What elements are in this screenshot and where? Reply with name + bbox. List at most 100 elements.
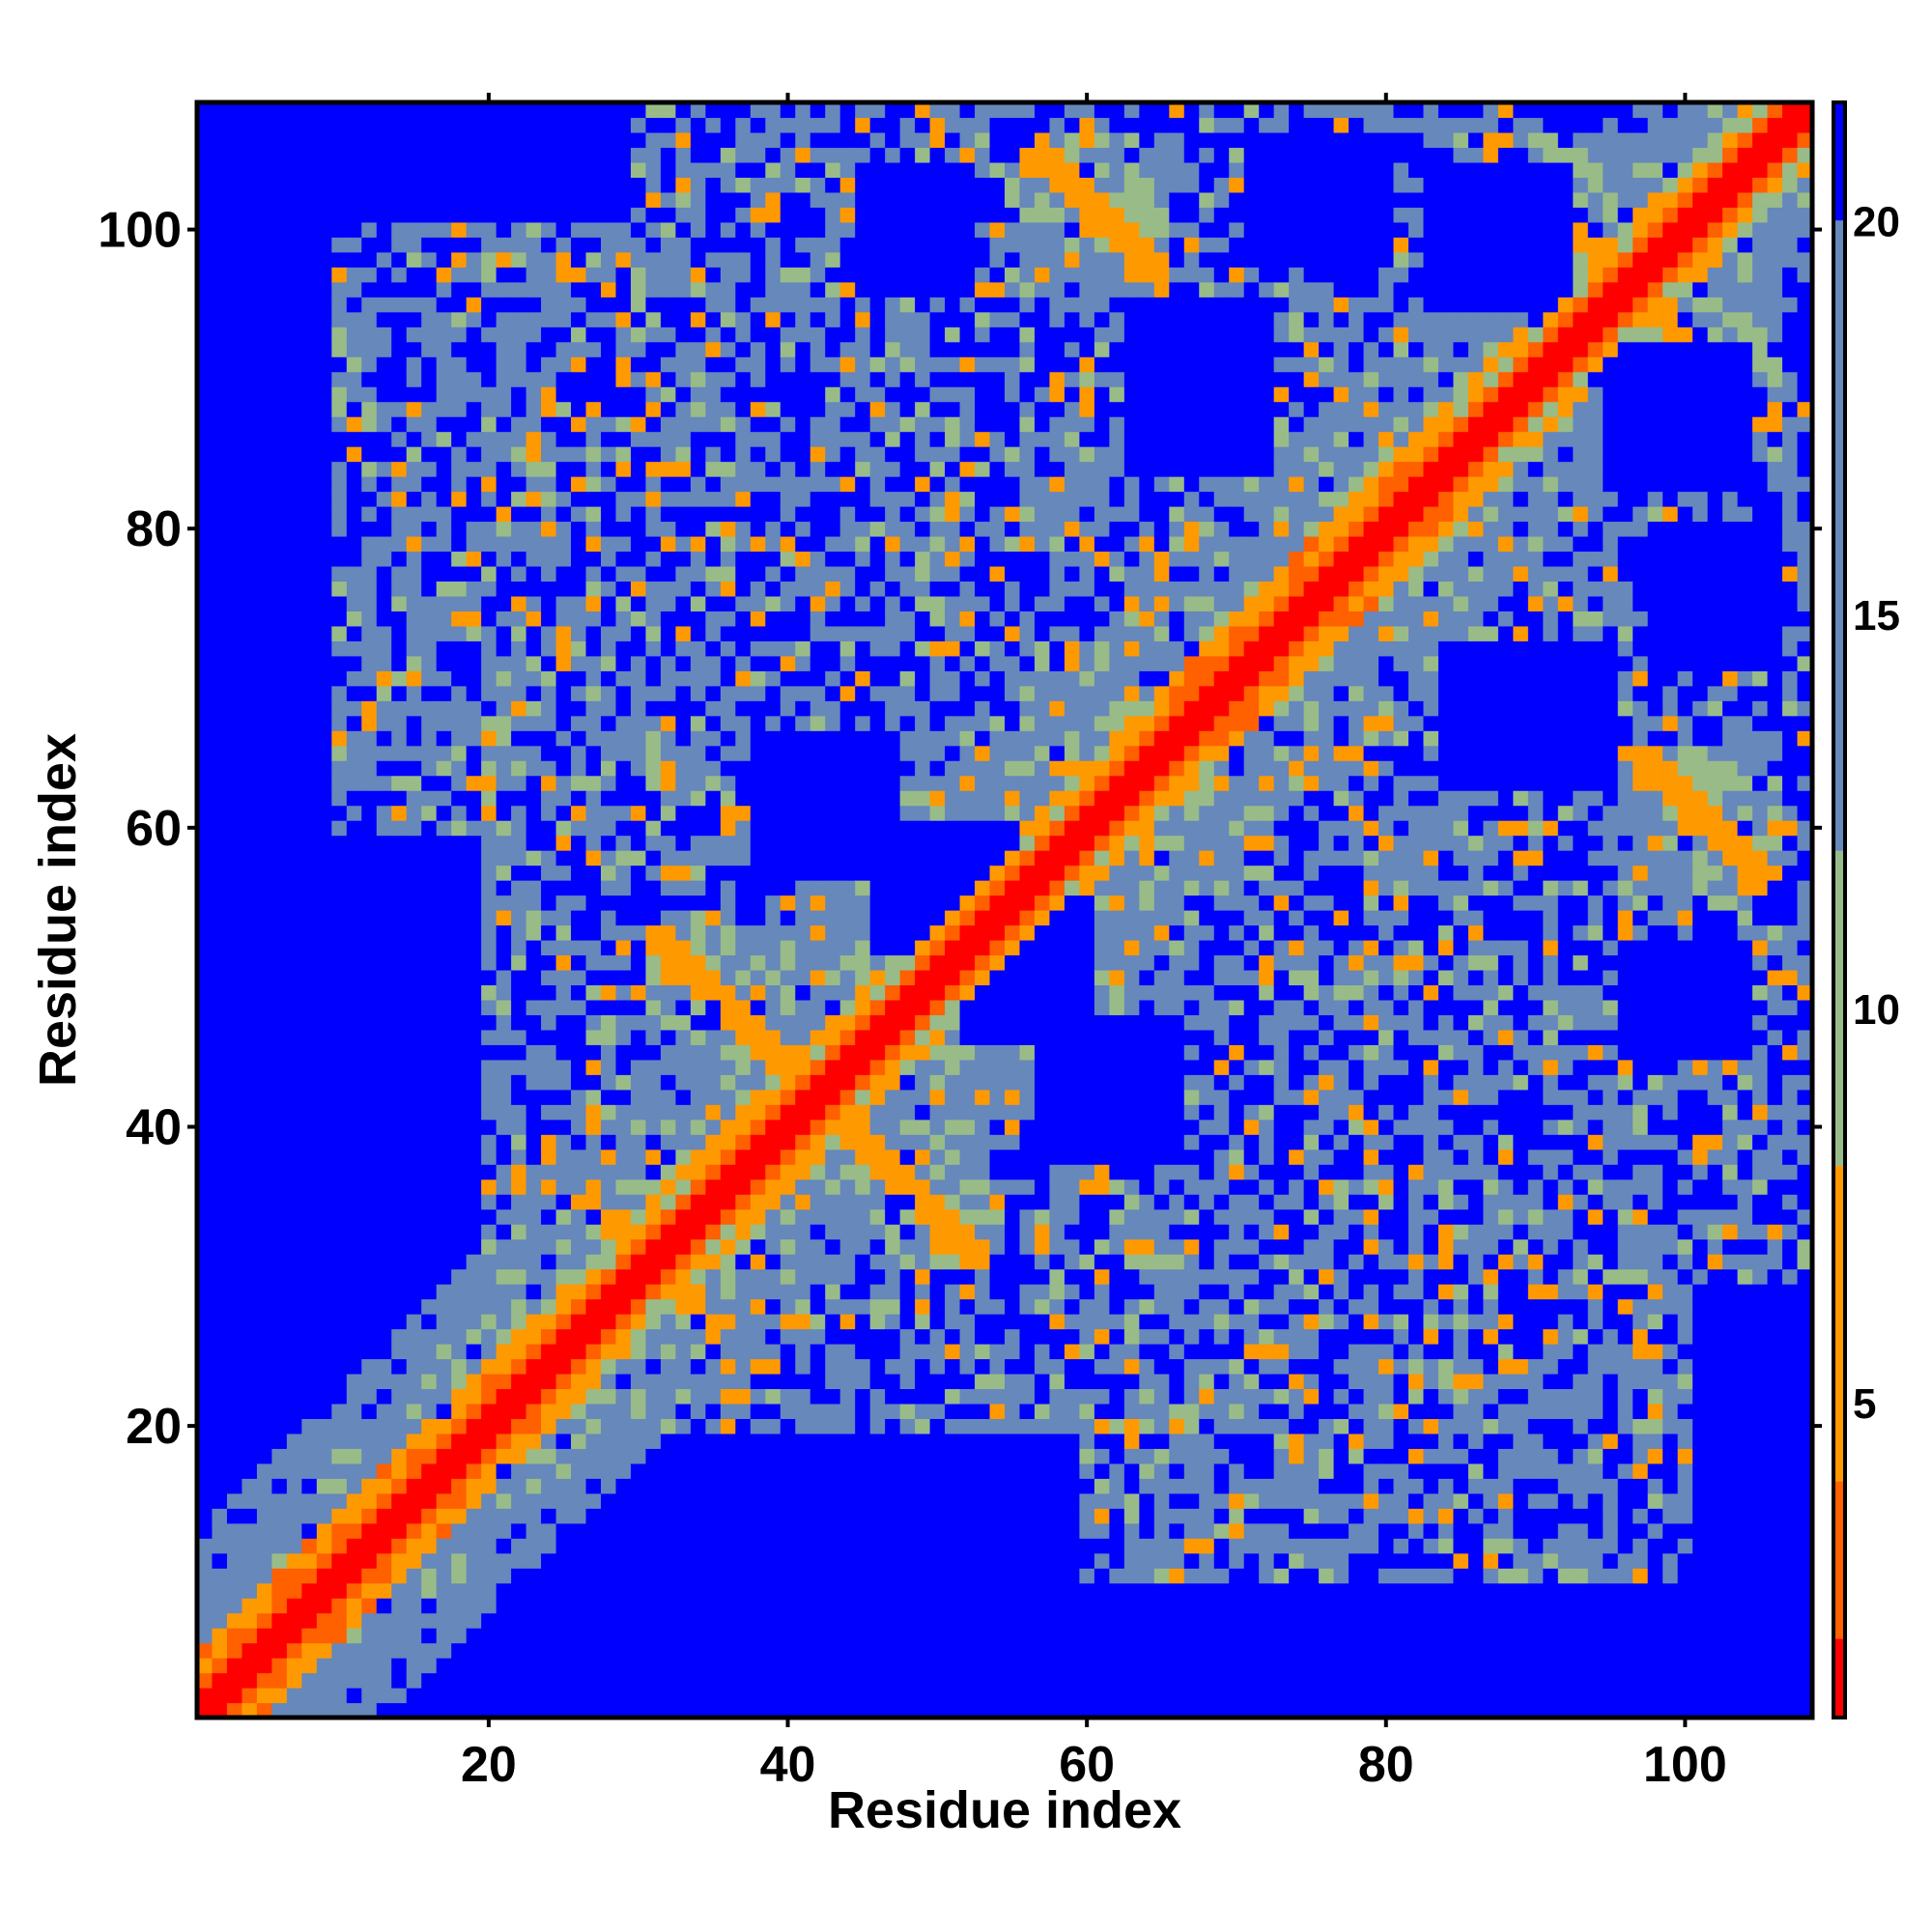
heatmap-cell: [825, 1358, 841, 1375]
heatmap-cell: [316, 1658, 332, 1674]
heatmap-cell: [496, 954, 512, 971]
heatmap-cell: [735, 939, 752, 956]
heatmap-cell: [585, 760, 602, 777]
heatmap-cell: [406, 1044, 422, 1061]
heatmap-cell: [481, 1328, 497, 1345]
heatmap-cell: [630, 1433, 647, 1449]
heatmap-cell: [212, 1598, 228, 1614]
heatmap-cell: [301, 102, 318, 119]
heatmap-cell: [256, 805, 273, 821]
heatmap-cell: [839, 1538, 856, 1554]
heatmap-cell: [690, 1254, 706, 1270]
heatmap-cell: [735, 805, 752, 821]
heatmap-cell: [286, 207, 302, 223]
heatmap-cell: [226, 1448, 243, 1464]
heatmap-cell: [555, 1134, 572, 1151]
heatmap-cell: [526, 1343, 542, 1360]
heatmap-cell: [212, 221, 228, 238]
heatmap-cell: [541, 1314, 557, 1330]
heatmap-cell: [735, 611, 752, 627]
heatmap-cell: [197, 895, 213, 911]
heatmap-cell: [705, 1059, 722, 1075]
heatmap-cell: [496, 102, 512, 119]
heatmap-cell: [242, 1478, 258, 1494]
heatmap-cell: [346, 506, 362, 523]
heatmap-cell: [571, 551, 587, 567]
heatmap-cell: [765, 1014, 781, 1031]
heatmap-cell: [705, 476, 722, 493]
heatmap-cell: [735, 1508, 752, 1524]
heatmap-cell: [406, 1089, 422, 1105]
heatmap-cell: [645, 117, 662, 133]
heatmap-cell: [436, 969, 452, 986]
heatmap-cell: [585, 880, 602, 896]
heatmap-cell: [660, 1508, 677, 1524]
heatmap-cell: [226, 506, 243, 523]
heatmap-cell: [436, 551, 452, 567]
heatmap-cell: [571, 161, 587, 179]
heatmap-cell: [496, 1328, 512, 1345]
heatmap-cell: [690, 1238, 706, 1255]
heatmap-cell: [780, 939, 796, 956]
heatmap-cell: [601, 297, 617, 313]
heatmap-cell: [885, 1702, 901, 1719]
heatmap-cell: [496, 491, 512, 507]
heatmap-cell: [212, 506, 228, 523]
heatmap-cell: [256, 1492, 273, 1509]
heatmap-cell: [361, 1433, 378, 1449]
heatmap-cell: [660, 551, 677, 567]
heatmap-cell: [541, 207, 557, 223]
heatmap-cell: [869, 880, 886, 896]
heatmap-cell: [256, 1254, 273, 1270]
heatmap-cell: [810, 999, 826, 1015]
heatmap-cell: [765, 311, 781, 327]
heatmap-cell: [316, 1119, 332, 1135]
heatmap-cell: [690, 1478, 706, 1494]
heatmap-cell: [735, 1059, 752, 1075]
heatmap-cell: [301, 131, 318, 149]
heatmap-cell: [855, 131, 871, 149]
heatmap-cell: [391, 850, 408, 867]
heatmap-cell: [839, 1029, 856, 1045]
heatmap-cell: [376, 147, 392, 163]
heatmap-cell: [242, 1089, 258, 1105]
heatmap-cell: [496, 1149, 512, 1165]
heatmap-cell: [630, 401, 647, 417]
heatmap-cell: [481, 1612, 497, 1629]
heatmap-cell: [705, 356, 722, 373]
heatmap-cell: [316, 745, 332, 761]
heatmap-cell: [331, 1463, 348, 1479]
heatmap-cell: [825, 191, 841, 208]
heatmap-cell: [645, 431, 662, 447]
heatmap-cell: [451, 1164, 468, 1180]
heatmap-cell: [541, 1119, 557, 1135]
heatmap-cell: [526, 999, 542, 1015]
heatmap-cell: [810, 1134, 826, 1151]
heatmap-cell: [406, 581, 422, 597]
heatmap-cell: [780, 1358, 796, 1375]
heatmap-cell: [496, 1314, 512, 1330]
heatmap-cell: [615, 1612, 632, 1629]
heatmap-cell: [765, 1388, 781, 1405]
heatmap-cell: [705, 1628, 722, 1644]
heatmap-cell: [839, 386, 856, 403]
heatmap-cell: [571, 1314, 587, 1330]
heatmap-cell: [630, 595, 647, 611]
heatmap-cell: [675, 191, 692, 208]
heatmap-cell: [376, 611, 392, 627]
heatmap-cell: [436, 161, 452, 179]
heatmap-cell: [286, 775, 302, 791]
heatmap-cell: [421, 1552, 438, 1569]
heatmap-cell: [810, 1254, 826, 1270]
heatmap-cell: [825, 521, 841, 537]
heatmap-cell: [526, 131, 542, 149]
heatmap-cell: [795, 1642, 811, 1659]
heatmap-cell: [197, 880, 213, 896]
heatmap-cell: [406, 1208, 422, 1225]
heatmap-cell: [720, 1492, 736, 1509]
heatmap-cell: [810, 281, 826, 298]
heatmap-cell: [286, 1418, 302, 1435]
heatmap-cell: [271, 341, 288, 357]
heatmap-cell: [735, 1268, 752, 1285]
heatmap-cell: [496, 640, 512, 657]
